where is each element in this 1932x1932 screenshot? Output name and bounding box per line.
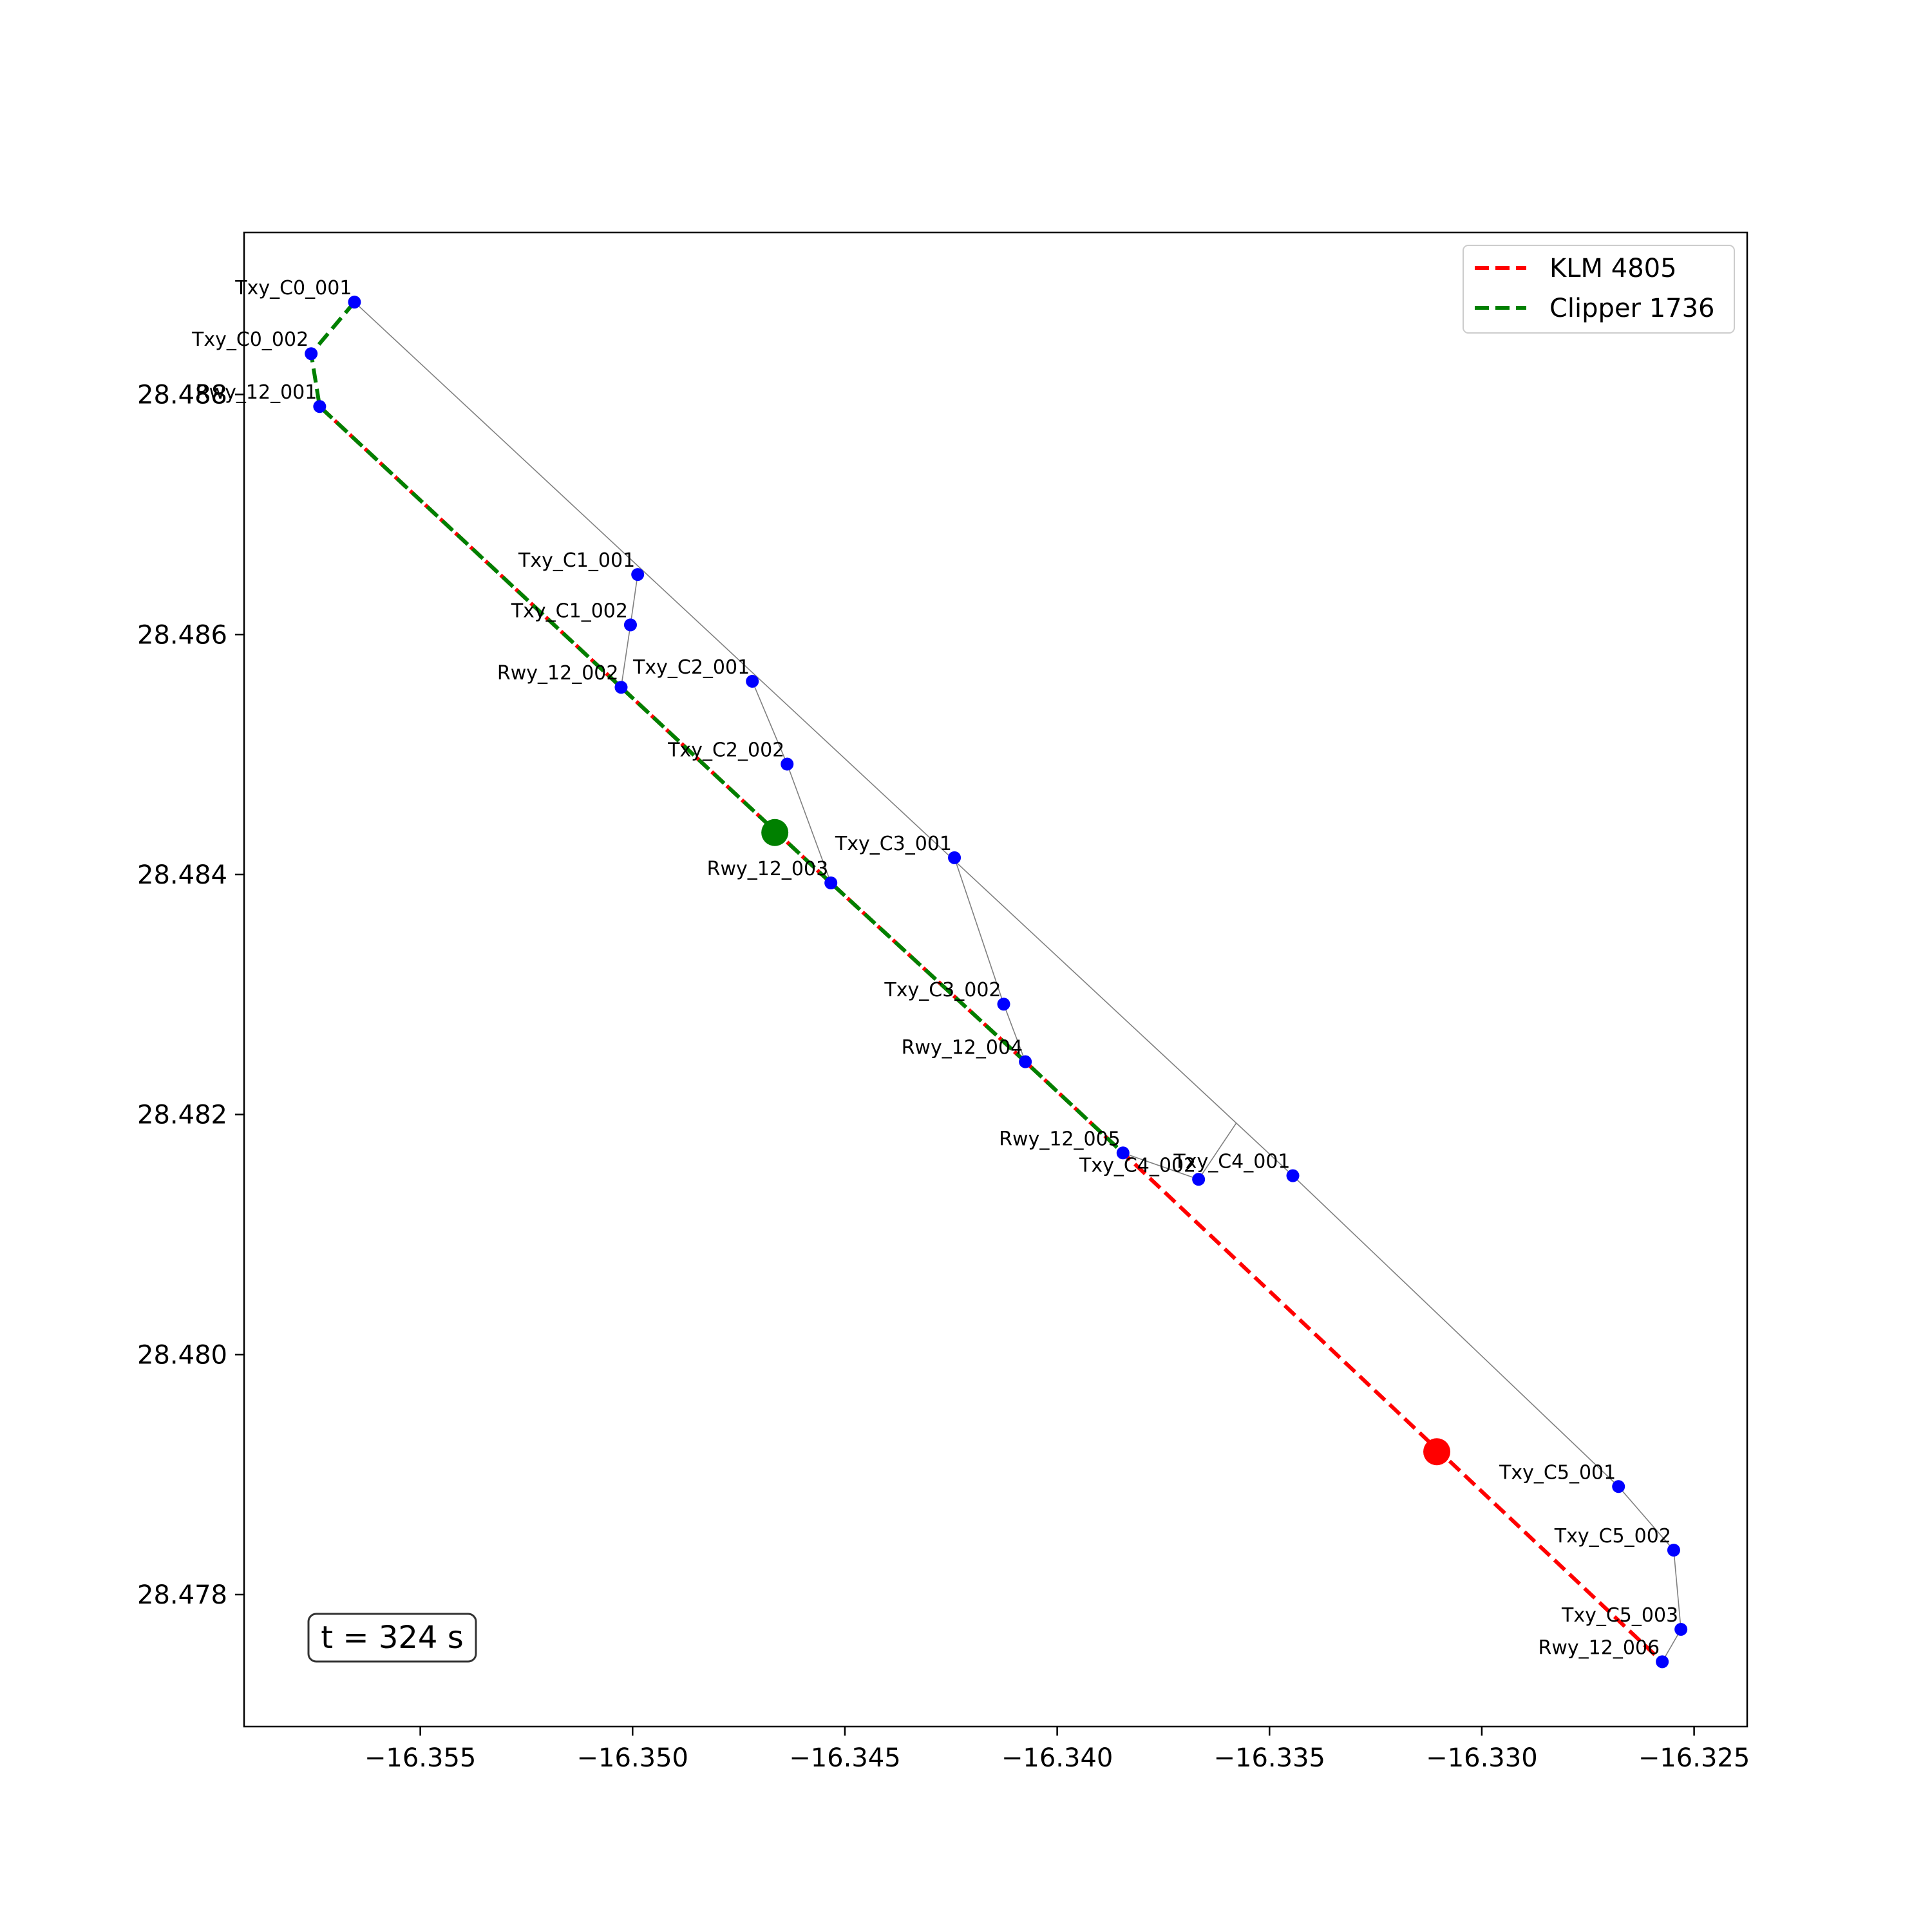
node-marker xyxy=(746,674,759,688)
x-tick-label: −16.355 xyxy=(365,1743,476,1773)
aircraft-position-klm xyxy=(1423,1438,1451,1466)
node-label: Txy_C2_002 xyxy=(667,739,784,762)
node-marker xyxy=(1612,1480,1625,1493)
node-marker xyxy=(1667,1544,1680,1557)
y-tick-label: 28.482 xyxy=(137,1101,227,1130)
x-tick-label: −16.325 xyxy=(1638,1743,1750,1773)
x-tick-label: −16.340 xyxy=(1001,1743,1113,1773)
legend-label-klm: KLM 4805 xyxy=(1549,254,1677,283)
node-marker xyxy=(1674,1623,1688,1636)
node-label: Txy_C3_002 xyxy=(884,979,1001,1001)
legend-label-clipper: Clipper 1736 xyxy=(1549,294,1715,323)
node-label: Txy_C0_002 xyxy=(191,328,308,351)
x-tick-label: −16.345 xyxy=(789,1743,900,1773)
legend-box xyxy=(1463,245,1735,334)
taxiway-edge xyxy=(1198,1122,1237,1180)
taxiway-edge xyxy=(1673,1549,1681,1630)
node-marker xyxy=(1116,1146,1130,1160)
node-label: Txy_C1_001 xyxy=(518,549,635,572)
x-tick-label: −16.350 xyxy=(577,1743,688,1773)
taxiway-edge xyxy=(1122,1152,1199,1180)
y-tick-label: 28.484 xyxy=(137,860,227,890)
taxiway-edge xyxy=(1003,1003,1026,1062)
node-marker xyxy=(997,998,1010,1011)
y-tick-label: 28.488 xyxy=(137,381,227,410)
node-labels: Txy_C0_001 Txy_C0_002 Rwy_12_001 Txy_C1_001… xyxy=(191,277,1678,1659)
node-label: Txy_C5_002 xyxy=(1554,1525,1671,1548)
taxiway-edge xyxy=(1292,1175,1619,1487)
node-label: Rwy_12_002 xyxy=(497,662,619,685)
taxiway-edge xyxy=(786,764,831,884)
node-label: Rwy_12_004 xyxy=(902,1037,1023,1059)
taxiway-edge xyxy=(954,857,1005,1005)
node-marker xyxy=(781,757,794,771)
y-tick-label: 28.478 xyxy=(137,1580,227,1610)
node-label: Txy_C4_001 xyxy=(1173,1151,1290,1173)
network-nodes xyxy=(305,296,1688,1669)
x-axis-ticks: −16.355 −16.350 −16.345 −16.340 −16.335 −16.3… xyxy=(365,1727,1750,1773)
node-marker xyxy=(948,851,961,864)
node-marker xyxy=(348,296,361,309)
node-label: Txy_C4_002 xyxy=(1079,1154,1196,1177)
aircraft-positions xyxy=(761,819,1451,1466)
plot-area-frame xyxy=(243,231,1748,1728)
taxiway-edge xyxy=(1618,1486,1674,1551)
node-marker xyxy=(824,876,838,889)
node-label: Txy_C5_001 xyxy=(1499,1461,1616,1484)
node-marker xyxy=(614,681,628,694)
node-label: Txy_C1_002 xyxy=(511,600,628,622)
time-annotation-text: t = 324 s xyxy=(321,1620,463,1656)
node-label: Rwy_12_001 xyxy=(196,381,317,404)
taxiway-edge xyxy=(630,574,638,625)
node-marker xyxy=(631,568,645,582)
taxiway-edge xyxy=(620,625,631,688)
node-marker xyxy=(623,618,637,632)
node-label: Txy_C5_003 xyxy=(1561,1604,1678,1627)
x-tick-label: −16.330 xyxy=(1426,1743,1537,1773)
legend: KLM 4805 Clipper 1736 xyxy=(1463,245,1735,334)
node-marker xyxy=(1656,1655,1669,1669)
y-tick-label: 28.486 xyxy=(137,620,227,650)
node-label: Txy_C2_001 xyxy=(632,656,750,679)
x-tick-label: −16.335 xyxy=(1214,1743,1325,1773)
taxiway-edges xyxy=(354,301,1681,1662)
taxiway-edge xyxy=(752,681,788,764)
node-label: Txy_C0_001 xyxy=(234,277,352,299)
taxiway-edge xyxy=(354,301,1294,1177)
node-label: Rwy_12_006 xyxy=(1539,1636,1660,1659)
y-tick-label: 28.480 xyxy=(137,1340,227,1370)
node-marker xyxy=(1286,1169,1300,1182)
node-label: Txy_C3_001 xyxy=(835,833,952,855)
node-marker xyxy=(1192,1173,1206,1186)
node-label: Rwy_12_003 xyxy=(707,858,829,880)
node-marker xyxy=(305,347,318,361)
node-marker xyxy=(1019,1055,1032,1068)
aircraft-position-clipper xyxy=(761,819,789,846)
y-axis-ticks: 28.478 28.480 28.482 28.484 28.486 28.488 xyxy=(137,381,244,1610)
node-label: Rwy_12_005 xyxy=(999,1128,1121,1150)
node-marker xyxy=(313,400,327,413)
time-annotation-box xyxy=(307,1613,477,1663)
time-annotation: t = 324 s xyxy=(307,1613,477,1663)
